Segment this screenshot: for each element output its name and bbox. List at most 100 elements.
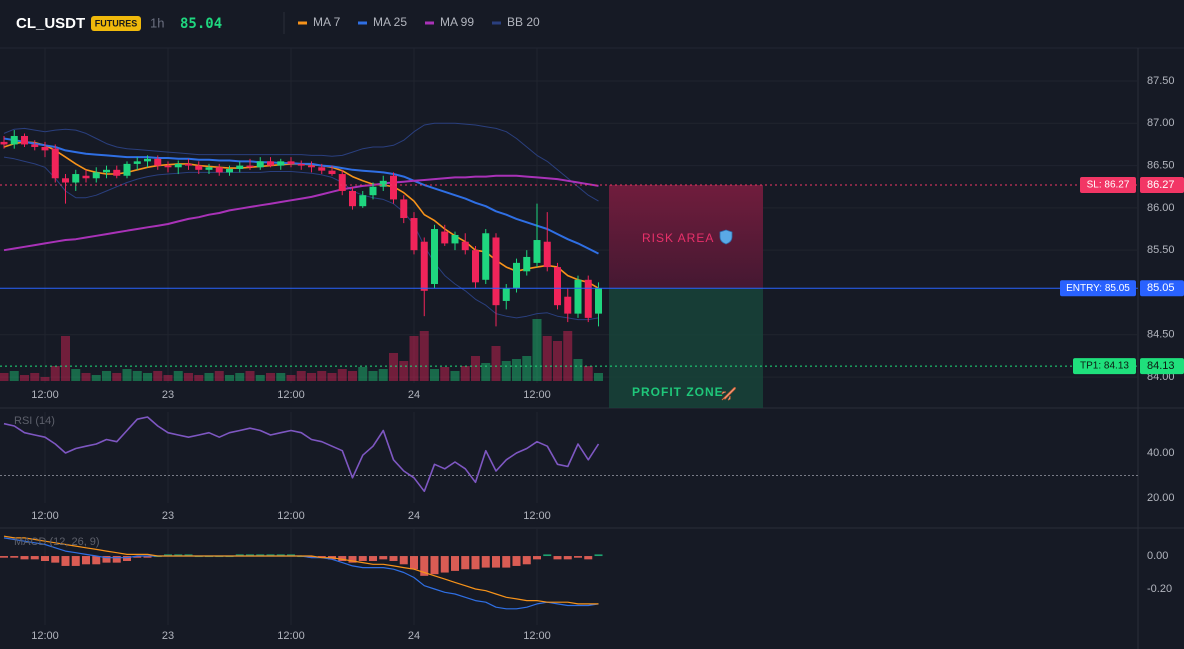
pane-title: RSI (14) xyxy=(14,415,55,427)
histogram-bar xyxy=(379,556,388,560)
candle-body xyxy=(10,135,18,145)
legend: MA 7 MA 25 MA 99 BB 20 xyxy=(298,15,540,29)
histogram-bar xyxy=(348,556,357,563)
candle-body xyxy=(318,167,326,171)
badge-bg xyxy=(91,16,141,31)
volume-bar xyxy=(594,373,603,381)
volume-bar xyxy=(399,361,409,381)
histogram-bar xyxy=(440,556,449,573)
x-tick-label: 24 xyxy=(408,510,420,522)
candle-body xyxy=(267,161,274,166)
candle-body xyxy=(82,175,90,179)
candle-body xyxy=(369,186,377,196)
volume-bar xyxy=(583,366,593,381)
histogram-bar xyxy=(410,556,418,570)
volume-bar xyxy=(491,346,501,381)
histogram-bar xyxy=(461,556,470,570)
candle-body xyxy=(246,165,254,168)
histogram-bar xyxy=(0,556,8,558)
entry-tag: ENTRY: 85.05 xyxy=(1066,283,1130,294)
candle-body xyxy=(297,163,305,166)
volume-bar xyxy=(81,373,91,381)
y-tick-label: 86.50 xyxy=(1147,159,1175,171)
y-tick-label: 87.50 xyxy=(1147,75,1175,87)
legend-label: MA 25 xyxy=(373,15,407,29)
volume-bar xyxy=(163,375,173,381)
candle-body xyxy=(451,234,459,244)
histogram-bar xyxy=(235,554,244,557)
candle-body xyxy=(41,146,49,151)
histogram-bar xyxy=(41,556,49,561)
candle-body xyxy=(123,163,131,176)
x-tick-label: 23 xyxy=(162,510,174,522)
histogram-bar xyxy=(420,556,429,576)
volume-bar xyxy=(102,371,111,381)
histogram-bar xyxy=(256,554,265,557)
candle-body xyxy=(390,175,397,200)
volume-bar xyxy=(153,371,163,381)
histogram-bar xyxy=(30,556,39,560)
histogram-bar xyxy=(430,556,439,575)
histogram-bar xyxy=(174,554,183,557)
x-tick-label: 12:00 xyxy=(31,510,59,522)
candle-body xyxy=(595,288,602,314)
candle-body xyxy=(328,170,336,175)
histogram-bar xyxy=(543,554,552,557)
candle-body xyxy=(144,158,151,162)
candle-body xyxy=(195,165,203,170)
volume-bar xyxy=(266,373,275,381)
histogram-bar xyxy=(584,556,593,560)
candle-body xyxy=(72,174,80,183)
histogram-bar xyxy=(287,554,295,557)
pane-title: MACD (12, 26, 9) xyxy=(14,536,100,548)
histogram-bar xyxy=(51,556,60,563)
candle-body xyxy=(103,169,110,173)
x-tick-label: 24 xyxy=(408,630,420,642)
candle-body xyxy=(461,241,469,251)
histogram-bar xyxy=(20,556,29,560)
x-tick-label: 12:00 xyxy=(277,389,305,401)
volume-bar xyxy=(522,356,532,381)
histogram-bar xyxy=(533,556,541,560)
y-tick-label: 84.50 xyxy=(1147,329,1175,341)
candle-body xyxy=(113,169,121,176)
candle-body xyxy=(308,165,315,168)
candle-body xyxy=(154,158,162,166)
histogram-bar xyxy=(143,556,152,558)
histogram-bar xyxy=(502,556,511,568)
histogram-bar xyxy=(71,556,80,566)
legend-label: BB 20 xyxy=(507,15,540,29)
y-tick-label: 0.00 xyxy=(1147,550,1168,562)
histogram-bar xyxy=(276,554,285,557)
x-tick-label: 12:00 xyxy=(31,389,59,401)
volume-bar xyxy=(358,367,368,381)
histogram-bar xyxy=(246,554,254,557)
candle-body xyxy=(564,296,572,314)
x-tick-label: 12:00 xyxy=(523,389,551,401)
badge: FUTURES xyxy=(95,18,138,28)
candle-body xyxy=(51,148,59,179)
candle-body xyxy=(349,190,356,207)
candle-body xyxy=(492,237,500,306)
candle-body xyxy=(574,279,582,314)
volume-bar xyxy=(255,375,265,381)
candle-body xyxy=(62,178,69,183)
histogram-bar xyxy=(102,556,111,563)
histogram-bar xyxy=(451,556,459,571)
histogram-bar xyxy=(563,556,572,560)
rsi-line xyxy=(3,416,600,493)
symbol: CL_USDT xyxy=(16,15,85,32)
volume-bar xyxy=(50,366,60,381)
x-tick-label: 12:00 xyxy=(523,630,551,642)
volume-bar xyxy=(61,336,70,381)
candle-body xyxy=(21,135,28,145)
candle-body xyxy=(513,262,520,289)
candle-body xyxy=(502,288,510,301)
candle-body xyxy=(205,167,213,170)
x-tick-label: 12:00 xyxy=(277,510,305,522)
candle-body xyxy=(554,267,561,306)
volume-bar xyxy=(245,371,255,381)
volume-bar xyxy=(553,341,562,381)
